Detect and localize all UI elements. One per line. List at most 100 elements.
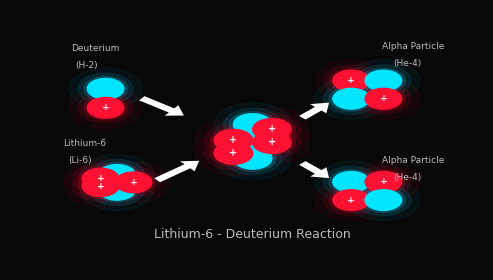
- Circle shape: [83, 95, 128, 120]
- Text: Deuterium: Deuterium: [71, 44, 119, 53]
- Polygon shape: [299, 161, 329, 178]
- Circle shape: [111, 170, 155, 195]
- Circle shape: [365, 70, 402, 91]
- Text: +: +: [229, 135, 238, 145]
- Text: (Li-6): (Li-6): [69, 156, 92, 165]
- Circle shape: [106, 167, 161, 198]
- Circle shape: [323, 185, 379, 216]
- Circle shape: [356, 83, 411, 114]
- Circle shape: [233, 121, 311, 164]
- Text: +: +: [97, 174, 105, 183]
- Circle shape: [365, 88, 402, 109]
- Text: +: +: [268, 124, 276, 134]
- Circle shape: [315, 78, 388, 120]
- Circle shape: [333, 70, 369, 91]
- Circle shape: [347, 78, 420, 120]
- Text: Lithium-6: Lithium-6: [64, 139, 106, 148]
- Circle shape: [243, 113, 301, 146]
- Text: (He-4): (He-4): [393, 173, 422, 182]
- Circle shape: [233, 125, 272, 147]
- Circle shape: [115, 172, 152, 193]
- Circle shape: [211, 140, 256, 166]
- Circle shape: [195, 119, 272, 162]
- Circle shape: [224, 120, 282, 152]
- Circle shape: [83, 76, 128, 101]
- Circle shape: [253, 132, 291, 153]
- Circle shape: [87, 78, 124, 99]
- Circle shape: [230, 145, 276, 171]
- Text: Lithium-6 - Deuterium Reaction: Lithium-6 - Deuterium Reaction: [154, 228, 351, 241]
- Circle shape: [214, 137, 291, 180]
- Circle shape: [361, 68, 405, 93]
- Circle shape: [323, 83, 379, 114]
- Circle shape: [195, 132, 272, 175]
- Text: (H-2): (H-2): [75, 61, 98, 70]
- Circle shape: [64, 158, 137, 199]
- Circle shape: [233, 136, 272, 158]
- Circle shape: [347, 161, 420, 202]
- Circle shape: [78, 92, 133, 123]
- Polygon shape: [139, 96, 184, 116]
- Circle shape: [347, 179, 420, 221]
- Circle shape: [78, 73, 133, 104]
- Circle shape: [329, 169, 373, 194]
- Circle shape: [315, 60, 388, 101]
- Circle shape: [333, 190, 369, 211]
- Text: +: +: [229, 148, 238, 158]
- Circle shape: [365, 172, 402, 192]
- Circle shape: [230, 134, 276, 160]
- Circle shape: [356, 185, 411, 216]
- Circle shape: [224, 108, 282, 141]
- Text: (He-4): (He-4): [393, 59, 422, 68]
- Circle shape: [333, 172, 369, 192]
- Circle shape: [82, 168, 119, 189]
- Polygon shape: [154, 161, 199, 182]
- Circle shape: [233, 108, 311, 151]
- Polygon shape: [299, 102, 329, 120]
- Circle shape: [329, 86, 373, 111]
- Circle shape: [365, 190, 402, 211]
- Circle shape: [323, 65, 379, 96]
- Circle shape: [356, 166, 411, 197]
- Circle shape: [90, 174, 144, 205]
- Circle shape: [323, 166, 379, 197]
- Circle shape: [78, 166, 123, 191]
- Circle shape: [64, 165, 137, 207]
- Circle shape: [97, 162, 170, 203]
- Circle shape: [211, 127, 256, 153]
- Circle shape: [80, 154, 154, 196]
- Circle shape: [361, 169, 405, 194]
- Text: Alpha Particle: Alpha Particle: [382, 42, 444, 51]
- Circle shape: [82, 176, 119, 197]
- Circle shape: [361, 86, 405, 111]
- Circle shape: [333, 88, 369, 109]
- Circle shape: [243, 126, 301, 159]
- Circle shape: [315, 179, 388, 221]
- Circle shape: [233, 147, 272, 169]
- Text: +: +: [380, 94, 387, 103]
- Circle shape: [73, 171, 128, 202]
- Circle shape: [224, 142, 282, 174]
- Text: +: +: [130, 178, 138, 187]
- Circle shape: [356, 65, 411, 96]
- Circle shape: [80, 169, 154, 211]
- Circle shape: [249, 129, 295, 155]
- Circle shape: [233, 114, 272, 136]
- Circle shape: [95, 178, 139, 202]
- Circle shape: [205, 137, 262, 170]
- Circle shape: [329, 68, 373, 93]
- Circle shape: [361, 188, 405, 213]
- Text: +: +: [348, 196, 355, 205]
- Circle shape: [214, 143, 253, 164]
- Circle shape: [214, 103, 291, 146]
- Circle shape: [69, 68, 142, 109]
- Circle shape: [230, 123, 276, 149]
- Circle shape: [214, 125, 291, 169]
- Circle shape: [99, 179, 136, 200]
- Circle shape: [99, 165, 136, 185]
- Circle shape: [224, 130, 282, 163]
- Circle shape: [347, 60, 420, 101]
- Circle shape: [253, 119, 291, 140]
- Circle shape: [214, 114, 291, 158]
- Circle shape: [78, 174, 123, 199]
